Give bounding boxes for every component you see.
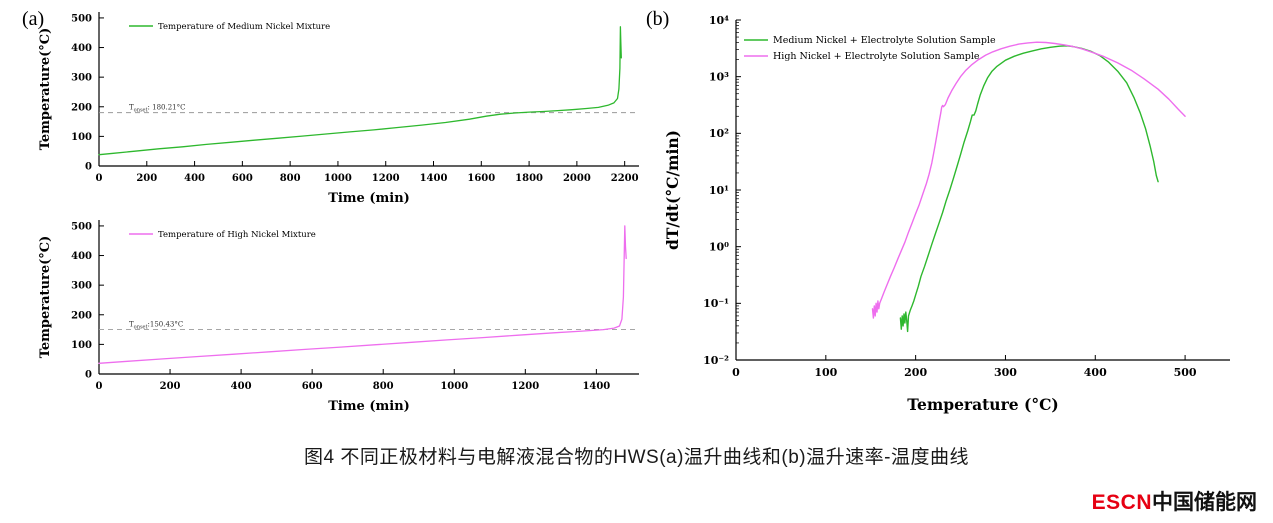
chart-medium-nickel-temperature: 0 200 400 600 800 1000 1200 1400 1600 1800 2000 220… [35,4,655,210]
svg-text:0: 0 [732,366,740,379]
svg-text:400: 400 [231,381,252,392]
svg-text:200: 200 [71,310,92,321]
svg-text:1600: 1600 [467,173,495,184]
svg-text:100: 100 [71,132,92,143]
panel-a-label: (a) [22,8,45,30]
svg-text:500: 500 [71,13,92,24]
svg-text:100: 100 [814,366,837,379]
svg-text:200: 200 [160,381,181,392]
svg-text:10⁴: 10⁴ [709,14,729,27]
svg-text:200: 200 [136,173,157,184]
svg-text:400: 400 [184,173,205,184]
svg-text:Time (min): Time (min) [328,399,410,414]
svg-text:500: 500 [1174,366,1197,379]
svg-text:400: 400 [71,251,92,262]
svg-text:Temperature(°C): Temperature(°C) [38,28,53,151]
svg-text:100: 100 [71,340,92,351]
svg-text:High Nickel + Electrolyte Solu: High Nickel + Electrolyte Solution Sampl… [773,51,980,62]
svg-text:Tonset: 180.21°C: Tonset: 180.21°C [129,104,185,114]
svg-text:Temperature of Medium Nickel M: Temperature of Medium Nickel Mixture [158,22,330,32]
svg-text:10²: 10² [709,127,729,140]
svg-text:1200: 1200 [511,381,539,392]
escn-logo-chinese-text: 中国储能网 [1152,491,1257,514]
svg-text:1200: 1200 [372,173,400,184]
svg-text:600: 600 [232,173,253,184]
svg-text:Temperature (°C): Temperature (°C) [907,395,1059,414]
svg-text:800: 800 [280,173,301,184]
svg-text:1000: 1000 [440,381,468,392]
svg-text:Temperature(°C): Temperature(°C) [38,236,53,359]
svg-text:400: 400 [1084,366,1107,379]
svg-text:2200: 2200 [611,173,639,184]
svg-text:200: 200 [71,102,92,113]
svg-text:200: 200 [904,366,927,379]
svg-text:2000: 2000 [563,173,591,184]
svg-text:Tonset:150.43°C: Tonset:150.43°C [129,320,183,330]
svg-text:300: 300 [994,366,1017,379]
svg-text:Medium Nickel + Electrolyte So: Medium Nickel + Electrolyte Solution Sam… [773,35,996,46]
svg-text:400: 400 [71,43,92,54]
svg-text:Temperature of High Nickel Mix: Temperature of High Nickel Mixture [158,230,316,240]
svg-text:0: 0 [85,162,92,173]
svg-text:10³: 10³ [709,71,729,84]
svg-text:10¹: 10¹ [709,184,729,197]
svg-text:dT/dt(°C/min): dT/dt(°C/min) [663,130,682,250]
svg-text:600: 600 [302,381,323,392]
svg-text:1000: 1000 [324,173,352,184]
svg-text:Time (min): Time (min) [328,191,410,206]
svg-text:0: 0 [96,173,103,184]
svg-text:300: 300 [71,281,92,292]
svg-text:300: 300 [71,73,92,84]
panel-b-label: (b) [646,8,670,30]
svg-text:500: 500 [71,221,92,232]
svg-text:800: 800 [373,381,394,392]
svg-text:1400: 1400 [420,173,448,184]
svg-text:10⁻¹: 10⁻¹ [703,297,729,310]
svg-text:0: 0 [96,381,103,392]
svg-text:10⁰: 10⁰ [709,241,729,254]
svg-text:1800: 1800 [515,173,543,184]
svg-text:10⁻²: 10⁻² [703,354,729,367]
figure-caption: 图4 不同正极材料与电解液混合物的HWS(a)温升曲线和(b)温升速率-温度曲线 [304,447,969,468]
chart-heating-rate-vs-temperature: 0 100 200 300 400 500 10⁻² 10⁻¹ 10⁰ 10¹ 10² 10³ 10⁴ T… [660,6,1260,418]
escn-logo: ESCN中国储能网 [1092,486,1257,516]
escn-logo-text: ESCN [1091,491,1152,514]
svg-text:0: 0 [85,370,92,381]
svg-text:1400: 1400 [582,381,610,392]
chart-high-nickel-temperature: 0 200 400 600 800 1000 1200 1400 0 100 200 300 400 50… [35,212,655,418]
